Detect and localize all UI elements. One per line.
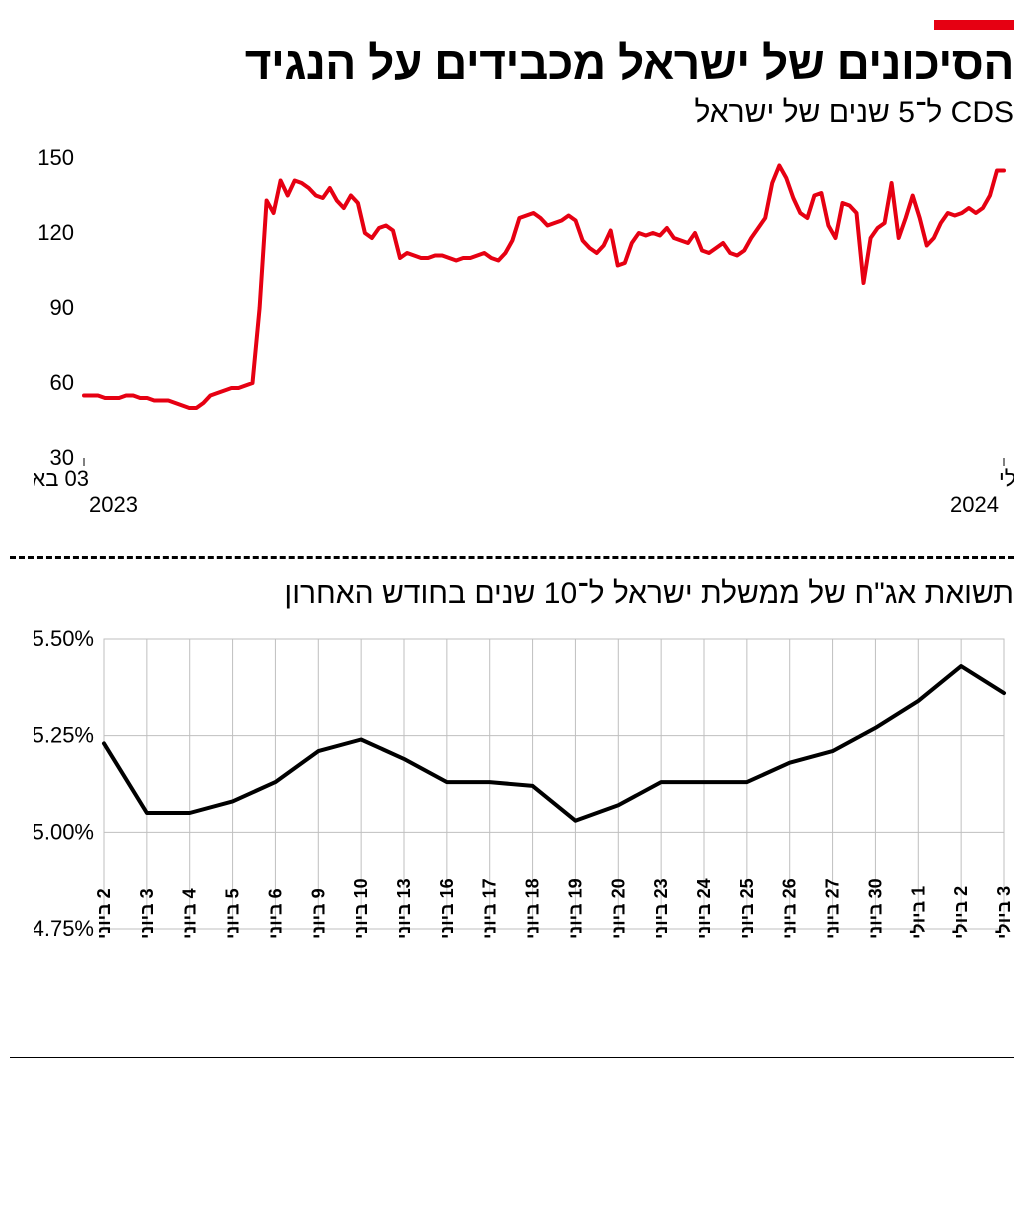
cds-chart: 30609012015003 באוק'202303 ביולי2024: [34, 148, 1014, 528]
accent-bar: [934, 20, 1014, 30]
svg-text:17 ביוני: 17 ביוני: [480, 878, 500, 939]
svg-text:20 ביוני: 20 ביוני: [608, 878, 628, 939]
svg-text:1 ביולי: 1 ביולי: [908, 886, 928, 939]
svg-text:6 ביוני: 6 ביוני: [265, 888, 285, 939]
svg-text:9 ביוני: 9 ביוני: [308, 888, 328, 939]
bond-yield-chart: 4.75% 5.00% 5.25% 5.50% 2 ביוני 3 ביוני 4 ביונ…: [34, 629, 1014, 1049]
svg-text:30 ביוני: 30 ביוני: [865, 878, 885, 939]
svg-text:2 ביוני: 2 ביוני: [94, 888, 114, 939]
svg-text:5 ביוני: 5 ביוני: [223, 888, 243, 939]
footer-rule: [10, 1057, 1014, 1058]
svg-text:4.75%: 4.75%: [34, 916, 94, 941]
svg-text:24 ביוני: 24 ביוני: [694, 878, 714, 939]
main-title: הסיכונים של ישראל מכבידים על הנגיד: [10, 36, 1014, 90]
svg-text:23 ביוני: 23 ביוני: [651, 878, 671, 939]
svg-text:3 ביולי: 3 ביולי: [994, 886, 1014, 939]
svg-text:13 ביוני: 13 ביוני: [394, 878, 414, 939]
separator: [10, 556, 1014, 559]
svg-text:03 ביולי: 03 ביולי: [999, 466, 1014, 491]
svg-text:3 ביוני: 3 ביוני: [137, 888, 157, 939]
chart1-subtitle: CDS ל־5 שנים של ישראל: [10, 96, 1014, 130]
svg-text:19 ביוני: 19 ביוני: [565, 878, 585, 939]
chart2-subtitle: תשואת אג"ח של ממשלת ישראל ל־10 שנים בחוד…: [10, 577, 1014, 611]
svg-text:25 ביוני: 25 ביוני: [737, 878, 757, 939]
svg-text:18 ביוני: 18 ביוני: [523, 878, 543, 939]
svg-text:26 ביוני: 26 ביוני: [780, 878, 800, 939]
svg-text:2024: 2024: [950, 492, 999, 517]
svg-text:5.00%: 5.00%: [34, 819, 94, 844]
svg-text:4 ביוני: 4 ביוני: [180, 888, 200, 939]
svg-text:60: 60: [50, 370, 74, 395]
svg-text:120: 120: [37, 220, 74, 245]
svg-text:5.25%: 5.25%: [34, 723, 94, 748]
svg-text:2 ביולי: 2 ביולי: [951, 886, 971, 939]
svg-text:90: 90: [50, 295, 74, 320]
svg-text:10 ביוני: 10 ביוני: [351, 878, 371, 939]
chart2-subtitle-light: בחודש האחרון: [284, 577, 466, 610]
svg-text:2023: 2023: [89, 492, 138, 517]
chart2-subtitle-bold: תשואת אג"ח של ממשלת ישראל ל־10 שנים: [474, 577, 1014, 610]
svg-text:150: 150: [37, 148, 74, 170]
svg-text:27 ביוני: 27 ביוני: [823, 878, 843, 939]
svg-text:5.50%: 5.50%: [34, 629, 94, 651]
svg-text:16 ביוני: 16 ביוני: [437, 878, 457, 939]
svg-text:03 באוק': 03 באוק': [34, 466, 89, 491]
